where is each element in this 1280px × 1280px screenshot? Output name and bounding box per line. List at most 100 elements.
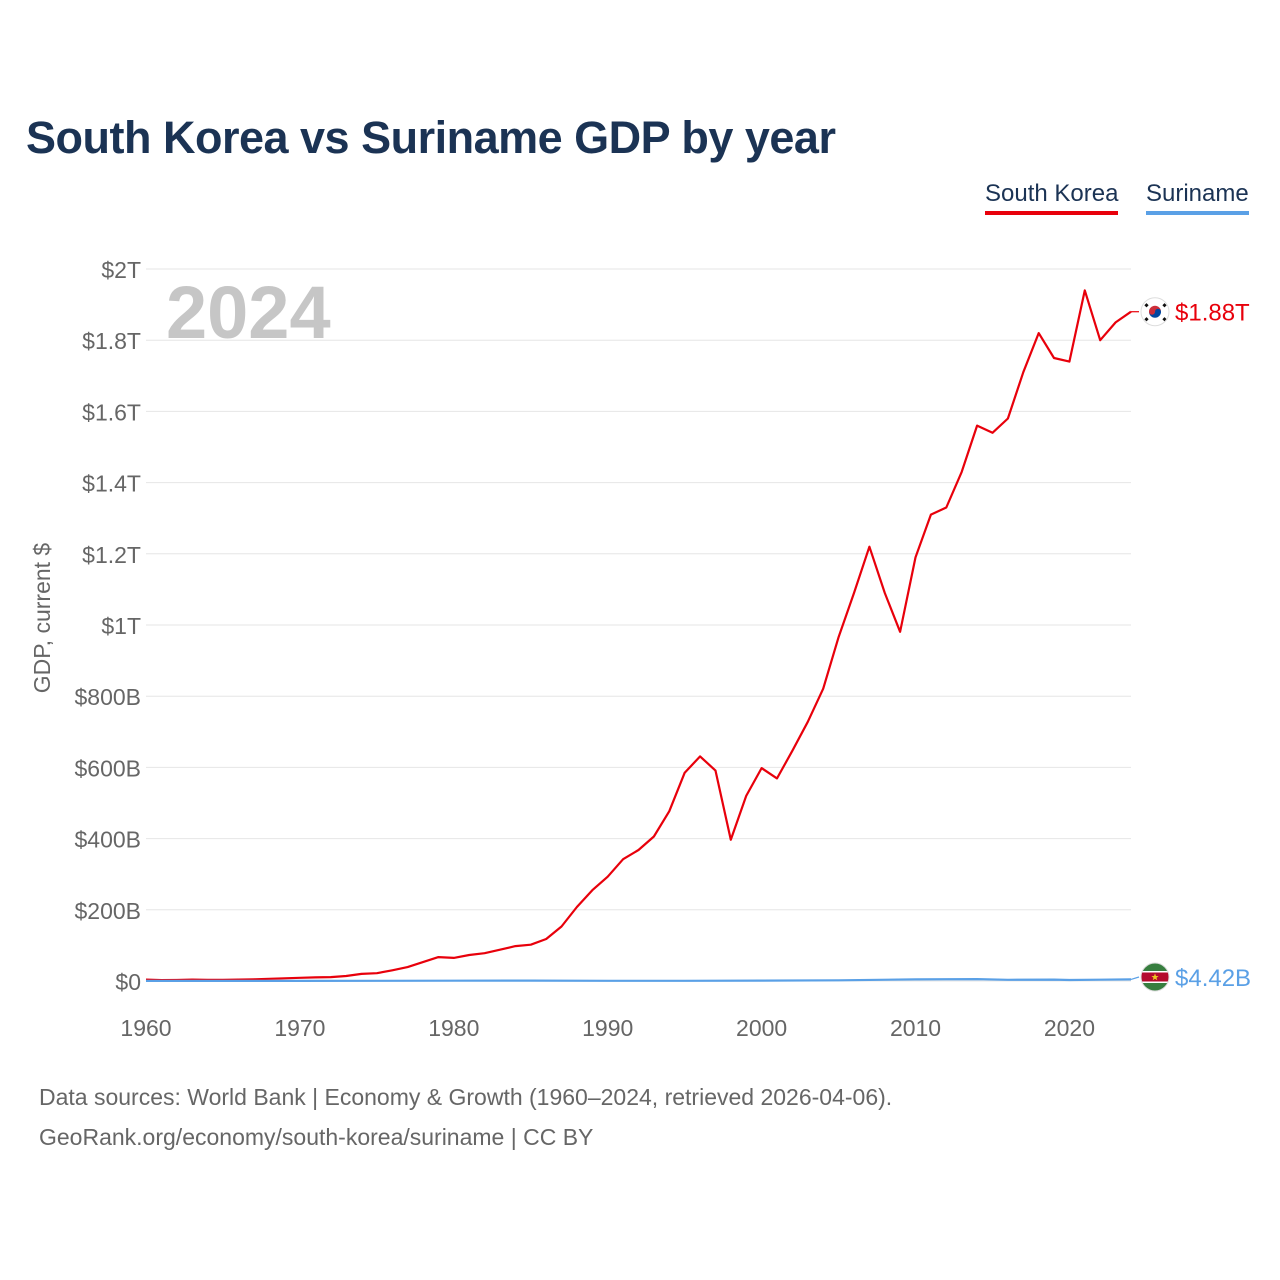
y-tick-label: $800B bbox=[74, 684, 141, 710]
data-point-south-korea bbox=[837, 635, 841, 639]
data-point-south-korea bbox=[806, 720, 810, 724]
y-tick-label: $1T bbox=[101, 613, 141, 639]
grid-lines bbox=[146, 268, 1131, 982]
y-tick-label: $600B bbox=[74, 755, 141, 781]
y-tick-label: $200B bbox=[74, 898, 141, 924]
series-line-south-korea bbox=[145, 289, 1132, 982]
y-tick-label: $2T bbox=[101, 257, 141, 283]
data-point-south-korea bbox=[436, 955, 440, 959]
end-label-south-korea: $1.88T bbox=[1175, 300, 1250, 327]
data-point-suriname bbox=[1098, 978, 1102, 982]
x-tick-label: 2000 bbox=[736, 1015, 787, 1041]
data-point-south-korea bbox=[667, 809, 671, 813]
data-point-suriname bbox=[606, 979, 610, 983]
data-point-south-korea bbox=[760, 766, 764, 770]
data-point-south-korea bbox=[1052, 356, 1056, 360]
data-point-south-korea bbox=[898, 630, 902, 634]
data-point-suriname bbox=[221, 979, 225, 983]
data-point-south-korea bbox=[990, 431, 994, 435]
data-point-south-korea bbox=[652, 834, 656, 838]
data-point-suriname bbox=[144, 979, 148, 983]
data-point-south-korea bbox=[975, 424, 979, 428]
data-point-south-korea bbox=[1021, 370, 1025, 374]
data-point-suriname bbox=[1067, 978, 1071, 982]
end-label-suriname: $4.42B bbox=[1175, 965, 1251, 992]
data-point-suriname bbox=[298, 979, 302, 983]
year-watermark: 2024 bbox=[166, 271, 331, 354]
end-label-connector bbox=[1130, 976, 1140, 981]
y-tick-label: $0 bbox=[115, 969, 141, 995]
data-point-south-korea bbox=[683, 771, 687, 775]
data-point-south-korea bbox=[775, 776, 779, 780]
data-point-suriname bbox=[760, 979, 764, 983]
data-point-south-korea bbox=[544, 937, 548, 941]
data-point-south-korea bbox=[560, 925, 564, 929]
data-point-suriname bbox=[975, 977, 979, 981]
data-point-south-korea bbox=[1037, 331, 1041, 335]
data-point-south-korea bbox=[406, 965, 410, 969]
data-point-suriname bbox=[1052, 978, 1056, 982]
x-tick-label: 2020 bbox=[1044, 1015, 1095, 1041]
x-tick-label: 1990 bbox=[582, 1015, 633, 1041]
source-note: Data sources: World Bank | Economy & Gro… bbox=[39, 1084, 893, 1110]
y-tick-label: $1.6T bbox=[82, 399, 141, 425]
data-point-suriname bbox=[683, 979, 687, 983]
south-korea-flag-icon bbox=[1140, 297, 1170, 327]
data-point-south-korea bbox=[606, 875, 610, 879]
data-point-south-korea bbox=[1098, 338, 1102, 342]
data-point-south-korea bbox=[313, 975, 317, 979]
data-point-south-korea bbox=[883, 591, 887, 595]
data-point-south-korea bbox=[1067, 360, 1071, 364]
source-link[interactable]: GeoRank.org/economy/south-korea/suriname… bbox=[39, 1124, 594, 1150]
data-point-south-korea bbox=[390, 968, 394, 972]
data-point-south-korea bbox=[744, 794, 748, 798]
data-point-suriname bbox=[529, 979, 533, 983]
chart-title: South Korea vs Suriname GDP by year bbox=[26, 112, 836, 163]
y-axis-label: GDP, current $ bbox=[29, 543, 55, 694]
data-point-south-korea bbox=[698, 754, 702, 758]
data-point-south-korea bbox=[483, 951, 487, 955]
y-tick-label: $1.2T bbox=[82, 542, 141, 568]
legend-item-south-korea[interactable]: South Korea bbox=[985, 180, 1119, 215]
data-point-south-korea bbox=[914, 555, 918, 559]
data-point-suriname bbox=[375, 979, 379, 983]
data-point-suriname bbox=[452, 979, 456, 983]
data-point-suriname bbox=[1006, 978, 1010, 982]
data-point-south-korea bbox=[513, 944, 517, 948]
data-point-south-korea bbox=[498, 948, 502, 952]
y-tick-label: $1.8T bbox=[82, 328, 141, 354]
x-tick-label: 1980 bbox=[428, 1015, 479, 1041]
data-point-suriname bbox=[914, 977, 918, 981]
y-tick-label: $1.4T bbox=[82, 471, 141, 497]
data-point-suriname bbox=[837, 978, 841, 982]
data-point-south-korea bbox=[729, 838, 733, 842]
y-axis-ticks: $0 $200B $400B $600B $800B $1T $1.2T $1.4T $1.6T… bbox=[74, 257, 141, 995]
series-lines bbox=[144, 288, 1132, 983]
data-point-south-korea bbox=[621, 857, 625, 861]
data-point-south-korea bbox=[344, 974, 348, 978]
data-point-south-korea bbox=[529, 943, 533, 947]
data-point-south-korea bbox=[359, 972, 363, 976]
end-labels: $1.88T $4.42B bbox=[1130, 297, 1251, 992]
data-point-south-korea bbox=[467, 953, 471, 957]
x-tick-label: 2010 bbox=[890, 1015, 941, 1041]
data-point-south-korea bbox=[637, 848, 641, 852]
data-point-south-korea bbox=[960, 470, 964, 474]
data-point-south-korea bbox=[575, 905, 579, 909]
data-point-south-korea bbox=[944, 506, 948, 510]
suriname-flag-icon bbox=[1140, 962, 1170, 992]
data-point-south-korea bbox=[452, 956, 456, 960]
line-chart: $0 $200B $400B $600B $800B $1T $1.2T $1.4T $1.6T… bbox=[29, 257, 1251, 1041]
data-point-south-korea bbox=[1083, 288, 1087, 292]
data-point-south-korea bbox=[852, 591, 856, 595]
data-point-south-korea bbox=[590, 888, 594, 892]
x-tick-label: 1960 bbox=[120, 1015, 171, 1041]
data-point-south-korea bbox=[821, 687, 825, 691]
y-tick-label: $400B bbox=[74, 827, 141, 853]
x-tick-label: 1970 bbox=[274, 1015, 325, 1041]
data-point-south-korea bbox=[375, 971, 379, 975]
data-point-south-korea bbox=[283, 976, 287, 980]
data-point-south-korea bbox=[867, 545, 871, 549]
data-point-south-korea bbox=[421, 960, 425, 964]
legend-item-suriname[interactable]: Suriname bbox=[1146, 180, 1249, 215]
